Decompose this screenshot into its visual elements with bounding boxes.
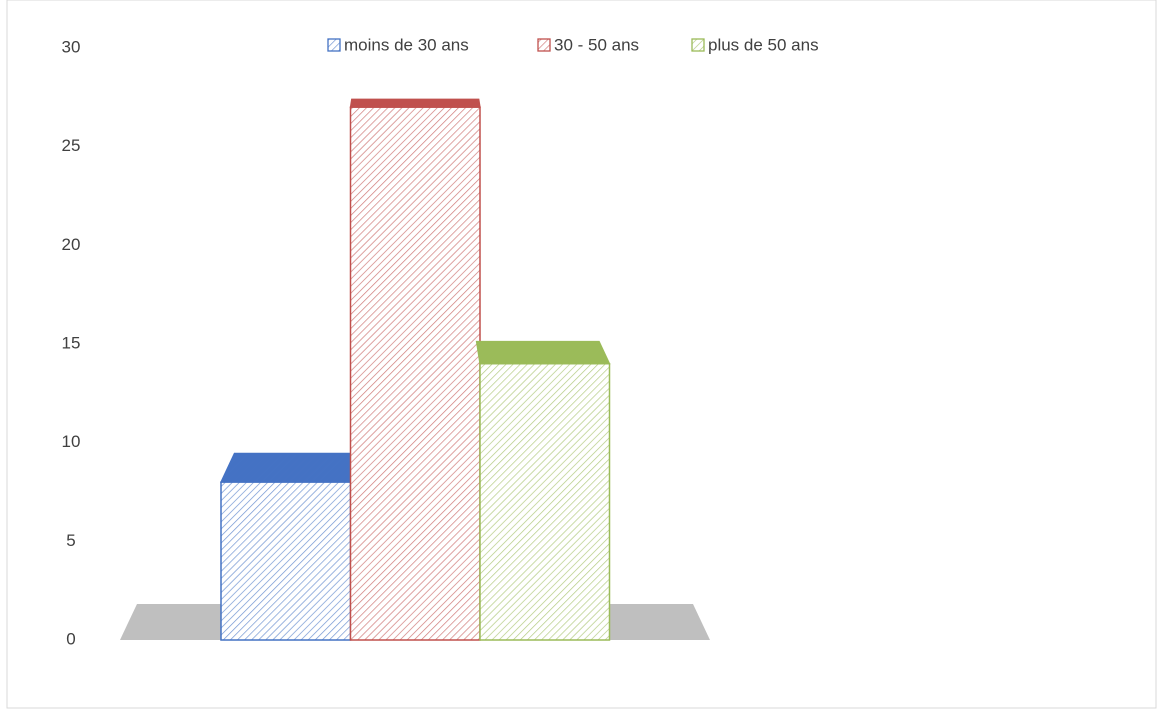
y-tick-label: 0 bbox=[66, 629, 75, 648]
bar bbox=[349, 106, 481, 641]
legend-swatch bbox=[537, 38, 551, 52]
bar-top bbox=[475, 340, 611, 365]
legend-label: plus de 50 ans bbox=[708, 35, 819, 54]
y-tick-label: 30 bbox=[62, 37, 81, 56]
y-tick-label: 20 bbox=[62, 235, 81, 254]
legend-label: 30 - 50 ans bbox=[554, 35, 639, 54]
y-tick-label: 10 bbox=[62, 432, 81, 451]
bar bbox=[479, 362, 611, 641]
bar bbox=[220, 481, 352, 641]
bar-top bbox=[349, 98, 481, 108]
y-tick-label: 5 bbox=[66, 531, 75, 550]
chart-frame bbox=[6, 0, 1157, 709]
legend-swatch bbox=[691, 38, 705, 52]
y-tick-label: 25 bbox=[62, 136, 81, 155]
legend-swatch bbox=[327, 38, 341, 52]
legend-label: moins de 30 ans bbox=[344, 35, 469, 54]
y-tick-label: 15 bbox=[62, 333, 81, 352]
bar-top bbox=[219, 452, 356, 483]
